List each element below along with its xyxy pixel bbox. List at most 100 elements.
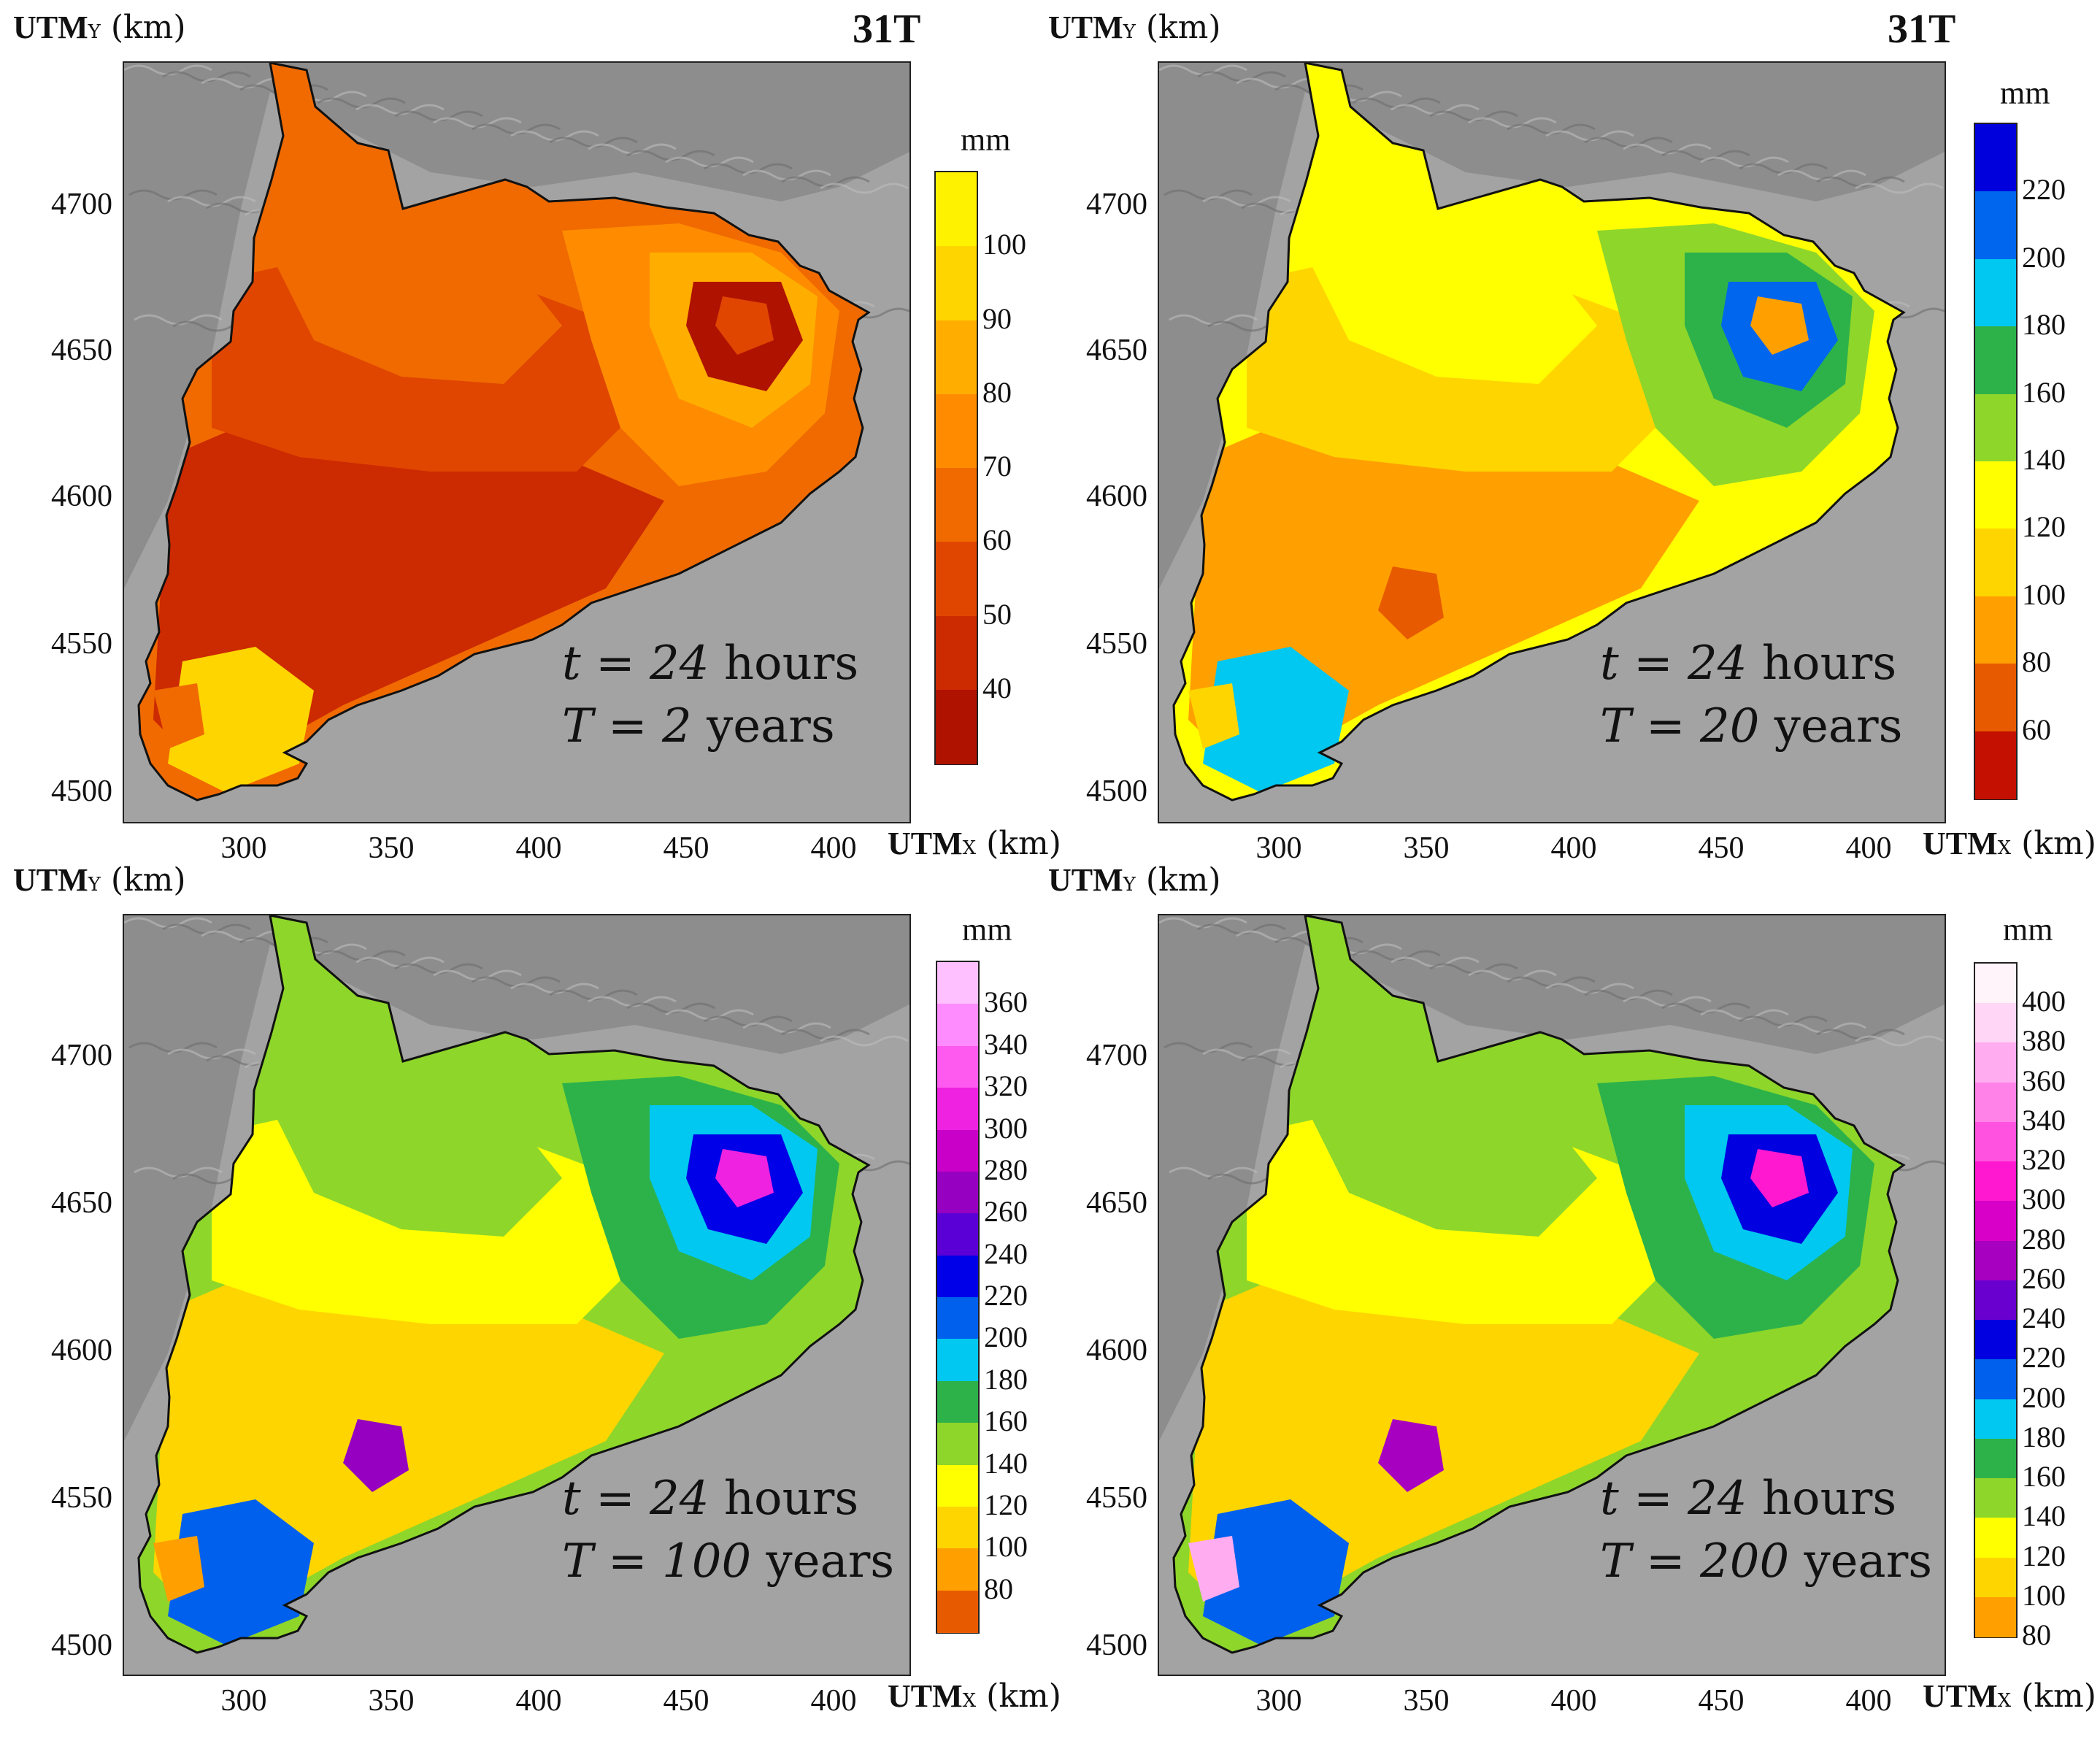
duration-unit: hours xyxy=(723,1472,859,1526)
x-tick: 400 xyxy=(1550,831,1597,865)
colorbar-label: 220 xyxy=(2022,173,2066,207)
precipitation-zone xyxy=(343,1419,409,1492)
precipitation-zone xyxy=(1188,683,1239,749)
panel-t200: UTMY (km) 4700 4650 4600 4550 4500 300 3… xyxy=(1035,853,2100,1718)
colorbar-label: 50 xyxy=(982,597,1012,631)
colorbar-label: 400 xyxy=(2022,985,2066,1018)
x-tick: 300 xyxy=(1255,1684,1302,1718)
duration-return-annotation: t = 24 hours T = 2 years xyxy=(562,632,858,758)
return-period-value: T = 100 xyxy=(562,1534,752,1588)
x-tick: 400 xyxy=(515,1684,562,1718)
colorbar-segment xyxy=(937,1297,978,1340)
colorbar-segment xyxy=(937,1339,978,1382)
colorbar-unit: mm xyxy=(2003,912,2053,948)
y-tick: 4700 xyxy=(1086,188,1147,221)
colorbar-segment xyxy=(1975,529,2016,597)
colorbar-label: 140 xyxy=(2022,1499,2066,1533)
colorbar-segment xyxy=(936,689,977,764)
colorbar-segment xyxy=(1975,1003,2016,1044)
precipitation-map xyxy=(1159,63,1945,802)
colorbar-label: 100 xyxy=(982,228,1026,261)
panel-t2: UTMY (km) 31T 4700 4650 4600 4550 4500 3… xyxy=(0,0,1065,865)
colorbar-label: 220 xyxy=(984,1279,1028,1312)
duration-value: t = 24 xyxy=(562,637,709,691)
colorbar-segment xyxy=(1975,1201,2016,1242)
colorbar-segment xyxy=(1975,1359,2016,1400)
y-tick: 4550 xyxy=(51,1481,112,1515)
x-tick: 300 xyxy=(220,831,267,865)
return-period-value: T = 20 xyxy=(1600,699,1760,753)
panel-t100: UTMY (km) 4700 4650 4600 4550 4500 300 3… xyxy=(0,853,1065,1718)
terrain-ridge xyxy=(1855,1035,1944,1047)
colorbar-segment xyxy=(937,1171,978,1215)
colorbar-segment xyxy=(1975,596,2016,665)
y-tick: 4550 xyxy=(1086,1481,1147,1515)
colorbar-label: 340 xyxy=(2022,1103,2066,1137)
precipitation-zone xyxy=(270,1003,562,1237)
y-tick: 4650 xyxy=(51,1186,112,1220)
colorbar-segment xyxy=(1975,1557,2016,1598)
colorbar-label: 80 xyxy=(982,375,1012,409)
duration-unit: hours xyxy=(723,637,859,691)
colorbar-label: 200 xyxy=(2022,1380,2066,1414)
return-period-unit: years xyxy=(766,1534,895,1588)
colorbar-segment xyxy=(1975,258,2016,328)
y-tick: 4700 xyxy=(51,188,112,221)
map-area xyxy=(123,61,911,823)
colorbar-segment xyxy=(937,1590,978,1633)
utm-zone-label: 31T xyxy=(853,7,921,52)
colorbar-label: 80 xyxy=(984,1572,1013,1605)
x-axis-title: UTMX (km) xyxy=(1923,1677,2096,1715)
y-tick: 4600 xyxy=(1086,480,1147,513)
precipitation-map xyxy=(124,63,909,802)
precipitation-map xyxy=(1159,915,1945,1654)
colorbar-segment xyxy=(937,1255,978,1298)
precipitation-zone xyxy=(1203,647,1349,793)
return-period-value: T = 2 xyxy=(562,699,692,753)
colorbar-label: 220 xyxy=(2022,1341,2066,1375)
colorbar-label: 380 xyxy=(2022,1024,2066,1058)
y-tick: 4500 xyxy=(51,1629,112,1662)
colorbar-segment xyxy=(1975,964,2016,1004)
colorbar-label: 300 xyxy=(2022,1183,2066,1216)
terrain-ridge xyxy=(820,1035,909,1047)
colorbar-label: 240 xyxy=(984,1237,1028,1270)
colorbar-label: 140 xyxy=(984,1446,1028,1480)
colorbar-label: 280 xyxy=(984,1153,1028,1186)
x-tick: 350 xyxy=(368,831,415,865)
duration-return-annotation: t = 24 hours T = 100 years xyxy=(562,1467,894,1593)
colorbar-segment xyxy=(1975,1161,2016,1202)
terrain-hillshade xyxy=(1159,915,1945,1441)
x-axis-title: UTMX (km) xyxy=(888,1677,1061,1715)
x-tick: 350 xyxy=(1403,1684,1450,1718)
colorbar-segment xyxy=(1975,1280,2016,1321)
colorbar-unit: mm xyxy=(962,912,1012,948)
colorbar-segment xyxy=(937,1423,978,1466)
precipitation-zone xyxy=(168,647,314,793)
colorbar-label: 200 xyxy=(2022,240,2066,274)
colorbar-label: 240 xyxy=(2022,1302,2066,1335)
x-tick: 400 xyxy=(810,1684,857,1718)
x-tick: 350 xyxy=(368,1684,415,1718)
y-axis-title: UTMY (km) xyxy=(13,861,186,899)
y-tick: 4650 xyxy=(1086,1186,1147,1220)
colorbar-label: 40 xyxy=(982,671,1012,704)
precipitation-zone xyxy=(1378,566,1444,639)
colorbar-segment xyxy=(937,1088,978,1131)
colorbar-segment xyxy=(937,1506,978,1550)
precipitation-zone xyxy=(1750,296,1809,355)
colorbar-segment xyxy=(936,468,977,543)
duration-return-annotation: t = 24 hours T = 20 years xyxy=(1600,632,1902,758)
colorbar-segment xyxy=(937,1004,978,1047)
colorbar-segment xyxy=(1975,393,2016,462)
colorbar-label: 160 xyxy=(2022,375,2066,409)
colorbar-segment xyxy=(1975,1042,2016,1083)
x-tick: 400 xyxy=(515,831,562,865)
colorbar-label: 70 xyxy=(982,450,1012,483)
x-tick: 400 xyxy=(1845,1684,1892,1718)
x-tick: 450 xyxy=(1698,1684,1745,1718)
y-axis-title: UTMY (km) xyxy=(13,9,186,46)
precipitation-map xyxy=(124,915,909,1654)
colorbar-segment xyxy=(1975,731,2016,799)
duration-return-annotation: t = 24 hours T = 200 years xyxy=(1600,1467,1932,1593)
